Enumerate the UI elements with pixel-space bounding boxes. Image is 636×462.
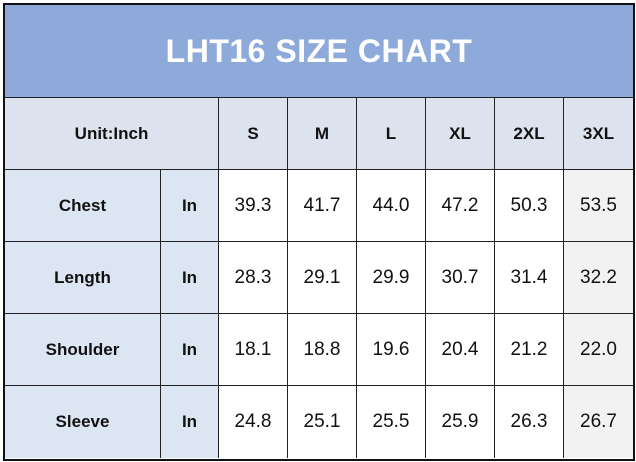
size-value: 32.2 <box>564 242 633 314</box>
size-value: 50.3 <box>495 170 564 242</box>
size-value: 30.7 <box>426 242 495 314</box>
size-value: 25.1 <box>288 386 357 458</box>
size-value: 39.3 <box>219 170 288 242</box>
row-unit: In <box>161 242 219 314</box>
size-header: M <box>288 98 357 170</box>
size-value: 31.4 <box>495 242 564 314</box>
row-label: Length <box>5 242 161 314</box>
size-value: 41.7 <box>288 170 357 242</box>
size-value: 18.8 <box>288 314 357 386</box>
title: LHT16 SIZE CHART <box>5 5 633 98</box>
row-unit: In <box>161 386 219 458</box>
unit-header: Unit:Inch <box>5 98 219 170</box>
size-value: 26.7 <box>564 386 633 458</box>
row-label: Chest <box>5 170 161 242</box>
size-value: 26.3 <box>495 386 564 458</box>
size-value: 24.8 <box>219 386 288 458</box>
size-value: 22.0 <box>564 314 633 386</box>
size-value: 29.9 <box>357 242 426 314</box>
size-value: 53.5 <box>564 170 633 242</box>
row-unit: In <box>161 170 219 242</box>
size-value: 44.0 <box>357 170 426 242</box>
size-header: 2XL <box>495 98 564 170</box>
size-value: 21.2 <box>495 314 564 386</box>
size-value: 29.1 <box>288 242 357 314</box>
size-value: 19.6 <box>357 314 426 386</box>
row-label: Sleeve <box>5 386 161 458</box>
size-value: 25.9 <box>426 386 495 458</box>
size-value: 28.3 <box>219 242 288 314</box>
size-header: 3XL <box>564 98 633 170</box>
size-value: 47.2 <box>426 170 495 242</box>
size-value: 20.4 <box>426 314 495 386</box>
size-header: S <box>219 98 288 170</box>
size-header: L <box>357 98 426 170</box>
row-unit: In <box>161 314 219 386</box>
row-label: Shoulder <box>5 314 161 386</box>
size-value: 18.1 <box>219 314 288 386</box>
size-header: XL <box>426 98 495 170</box>
size-value: 25.5 <box>357 386 426 458</box>
size-chart: LHT16 SIZE CHART Unit:Inch S M L XL 2XL 3XL Ches… <box>3 3 635 461</box>
